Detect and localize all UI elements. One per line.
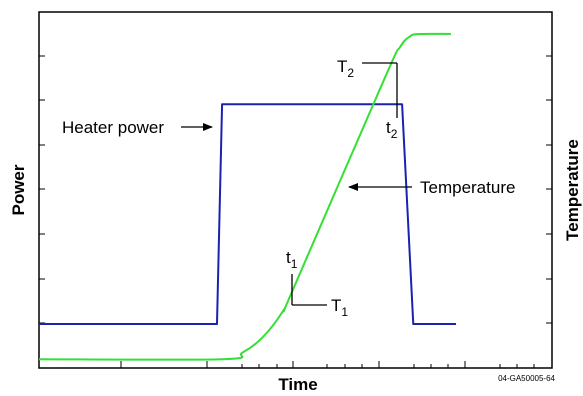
series-line-heater-power — [39, 103, 456, 326]
t1-T1-marker: t1 T1 — [286, 248, 348, 319]
T2-t2-marker: T2 t2 — [337, 57, 398, 141]
heater-power-label: Heater power — [62, 118, 164, 137]
y-axis-right-title: Temperature — [563, 139, 582, 241]
t1-label: t1 — [286, 248, 298, 271]
axis-ticks — [39, 11, 552, 368]
figure-code: 04-GA50005-64 — [498, 374, 555, 383]
T2-label: T2 — [337, 57, 354, 80]
series-line-temperature — [38, 32, 451, 361]
temperature-label: Temperature — [420, 178, 515, 197]
series-layer — [38, 32, 456, 361]
t2-label: t2 — [386, 118, 398, 141]
plot-frame — [38, 11, 553, 369]
heater-power-annotation: Heater power — [62, 118, 213, 137]
x-axis-title: Time — [278, 375, 317, 394]
temperature-annotation: Temperature — [348, 178, 515, 197]
T1-label: T1 — [331, 296, 348, 319]
y-axis-left-title: Power — [9, 164, 28, 215]
